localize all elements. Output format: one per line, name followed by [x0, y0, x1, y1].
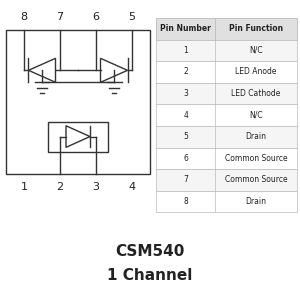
Text: 4: 4	[128, 182, 136, 191]
Bar	[156, 61, 297, 83]
Text: 3: 3	[92, 182, 100, 191]
Bar	[156, 169, 297, 191]
Text: 7: 7	[56, 13, 64, 22]
Text: Drain: Drain	[246, 197, 267, 206]
Text: 7: 7	[183, 176, 188, 184]
Text: Drain: Drain	[246, 132, 267, 141]
Text: Pin Number: Pin Number	[160, 24, 211, 33]
Text: LED Cathode: LED Cathode	[231, 89, 281, 98]
Text: 8: 8	[20, 13, 28, 22]
Bar	[156, 83, 297, 104]
Text: 8: 8	[183, 197, 188, 206]
Bar	[156, 191, 297, 212]
Text: 5: 5	[183, 132, 188, 141]
Text: N/C: N/C	[249, 46, 263, 55]
Text: N/C: N/C	[249, 111, 263, 120]
Text: 6: 6	[183, 154, 188, 163]
Bar	[156, 104, 297, 126]
Text: 1 Channel: 1 Channel	[107, 268, 193, 284]
Bar	[156, 148, 297, 169]
Text: Common Source: Common Source	[225, 176, 287, 184]
Text: 1: 1	[20, 182, 28, 191]
Bar	[6, 30, 150, 174]
Bar	[156, 18, 297, 40]
Text: CSM540: CSM540	[115, 244, 185, 260]
Bar	[156, 126, 297, 148]
Text: Pin Function: Pin Function	[229, 24, 283, 33]
Text: 5: 5	[128, 13, 136, 22]
Text: 4: 4	[183, 111, 188, 120]
Text: Common Source: Common Source	[225, 154, 287, 163]
Text: 2: 2	[56, 182, 64, 191]
Text: 1: 1	[183, 46, 188, 55]
Bar	[48, 122, 108, 152]
Text: 6: 6	[92, 13, 100, 22]
Bar	[156, 40, 297, 61]
Text: LED Anode: LED Anode	[236, 68, 277, 76]
Text: 2: 2	[183, 68, 188, 76]
Text: 3: 3	[183, 89, 188, 98]
